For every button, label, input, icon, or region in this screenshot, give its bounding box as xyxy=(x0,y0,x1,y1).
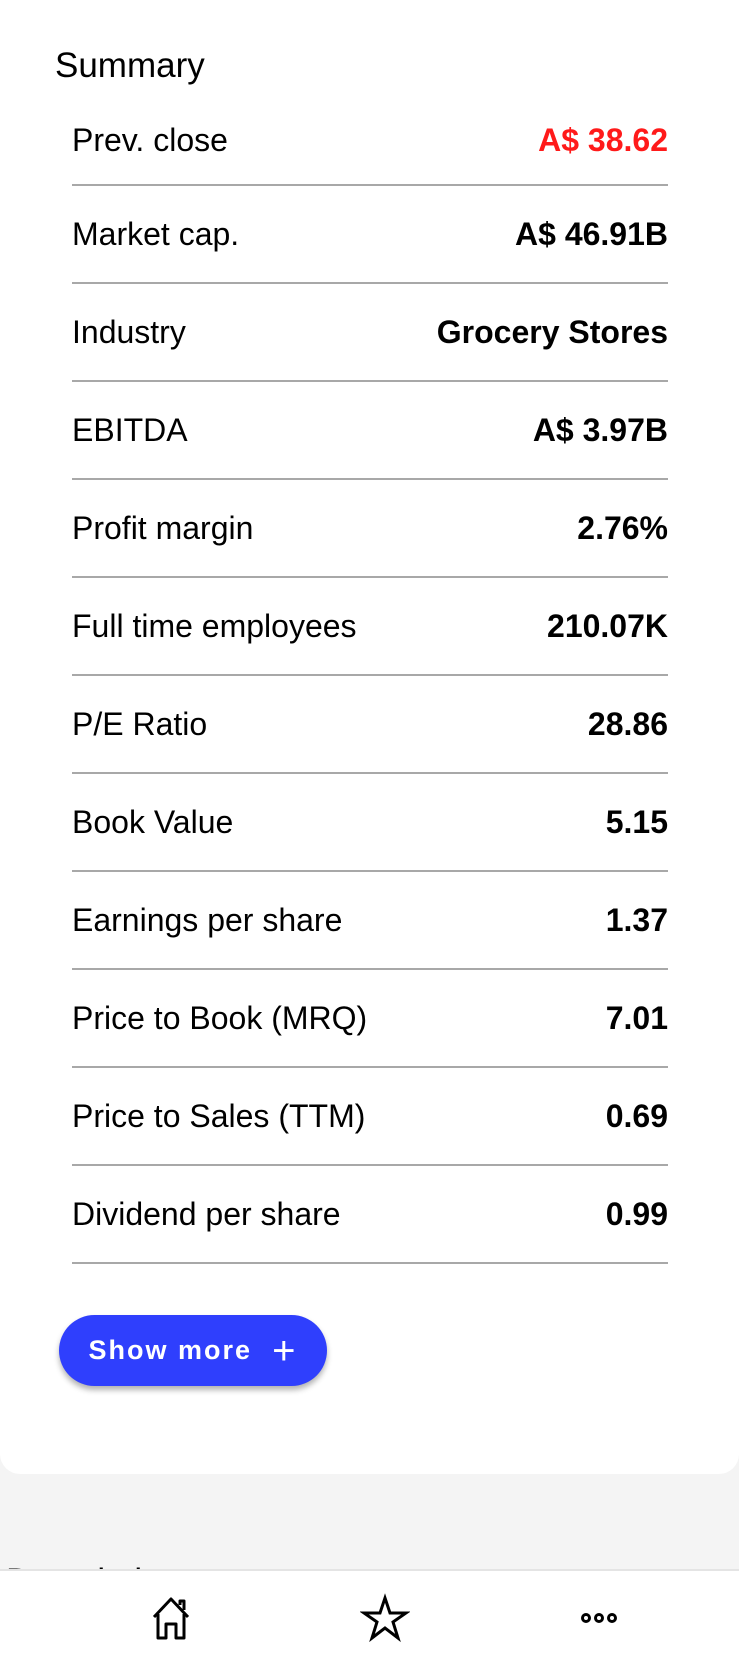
plus-icon: + xyxy=(272,1328,298,1373)
star-icon[interactable] xyxy=(359,1593,411,1643)
summary-row: Price to Sales (TTM) 0.69 xyxy=(72,1068,668,1166)
row-label: Earnings per share xyxy=(72,901,343,938)
summary-row: Industry Grocery Stores xyxy=(72,284,668,382)
row-label: Price to Book (MRQ) xyxy=(72,999,368,1036)
row-value: 28.86 xyxy=(587,705,668,742)
row-label: Prev. close xyxy=(72,121,228,158)
summary-row: P/E Ratio 28.86 xyxy=(72,676,668,774)
row-value: 2.76% xyxy=(577,509,668,546)
row-label: Market cap. xyxy=(72,215,240,252)
more-icon[interactable] xyxy=(574,1593,624,1643)
home-icon[interactable] xyxy=(146,1593,196,1643)
row-value: 5.15 xyxy=(605,803,668,840)
bottom-nav xyxy=(0,1569,739,1678)
summary-row: Earnings per share 1.37 xyxy=(72,872,668,970)
row-value: A$ 38.62 xyxy=(538,121,668,158)
row-label: P/E Ratio xyxy=(72,705,208,742)
summary-row: Profit margin 2.76% xyxy=(72,480,668,578)
row-label: EBITDA xyxy=(72,411,188,448)
row-value: 0.99 xyxy=(605,1195,668,1232)
summary-card: Summary Prev. close A$ 38.62 Market cap. A$… xyxy=(0,0,739,1474)
row-label: Price to Sales (TTM) xyxy=(72,1097,366,1134)
row-value: 210.07K xyxy=(547,607,668,644)
row-value: Grocery Stores xyxy=(436,313,668,350)
row-label: Full time employees xyxy=(72,607,357,644)
summary-row: Price to Book (MRQ) 7.01 xyxy=(72,970,668,1068)
row-label: Industry xyxy=(72,313,186,350)
row-value: 0.69 xyxy=(605,1097,668,1134)
summary-table: Prev. close A$ 38.62 Market cap. A$ 46.91B I… xyxy=(72,96,668,1264)
row-label: Profit margin xyxy=(72,509,254,546)
row-value: A$ 46.91B xyxy=(515,215,668,252)
summary-row: Market cap. A$ 46.91B xyxy=(72,186,668,284)
summary-row: Prev. close A$ 38.62 xyxy=(72,96,668,186)
show-more-label: Show more xyxy=(88,1335,253,1365)
summary-row: EBITDA A$ 3.97B xyxy=(72,382,668,480)
row-value: 7.01 xyxy=(605,999,668,1036)
row-label: Book Value xyxy=(72,803,234,840)
section-title: Summary xyxy=(55,46,205,85)
summary-row: Dividend per share 0.99 xyxy=(72,1166,668,1264)
row-label: Dividend per share xyxy=(72,1195,341,1232)
summary-row: Book Value 5.15 xyxy=(72,774,668,872)
row-value: 1.37 xyxy=(605,901,668,938)
summary-row: Full time employees 210.07K xyxy=(72,578,668,676)
show-more-button[interactable]: Show more + xyxy=(59,1315,327,1386)
row-value: A$ 3.97B xyxy=(532,411,668,448)
